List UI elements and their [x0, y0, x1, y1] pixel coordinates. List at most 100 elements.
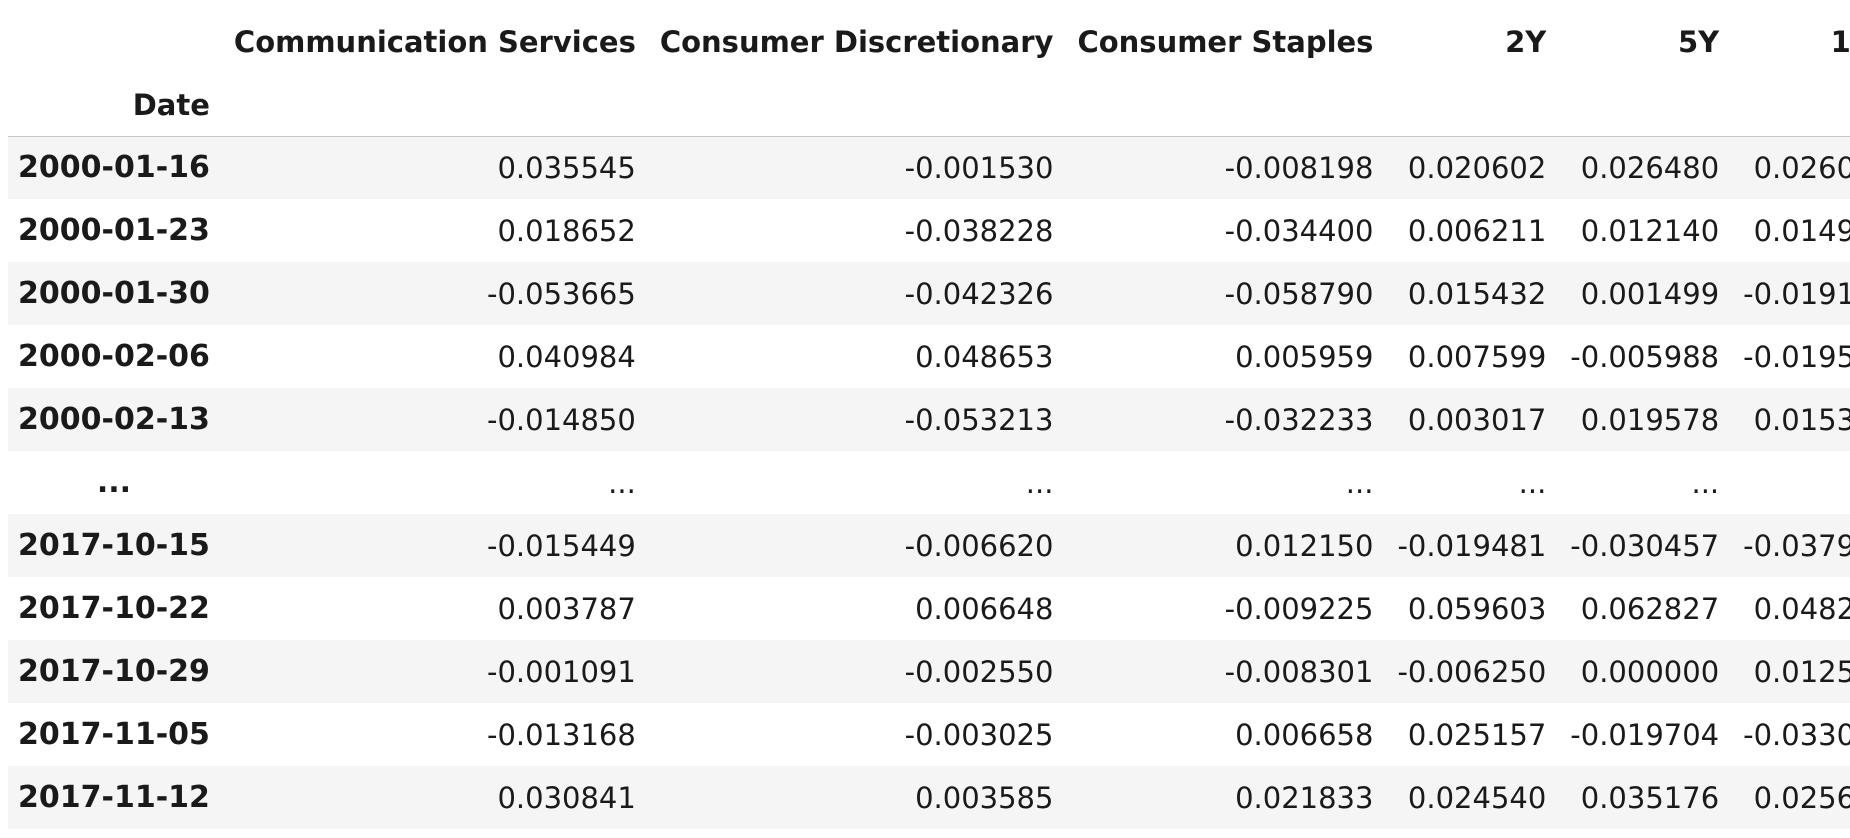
index-name-header: Date — [8, 74, 224, 137]
table-cell: -0.033058 — [1743, 717, 1850, 752]
column-header: 2Y — [1505, 25, 1547, 59]
table-cell: 0.040984 — [497, 339, 636, 374]
row-index-date: ... — [96, 465, 132, 500]
table-cell: 0.062827 — [1580, 591, 1720, 626]
row-index-date: 2000-01-23 — [18, 213, 210, 248]
table-cell: ... — [1691, 465, 1720, 500]
table-cell: -0.053665 — [486, 276, 636, 311]
row-index-date: 2017-10-29 — [18, 654, 210, 689]
table-cell: -0.019146 — [1743, 276, 1850, 311]
table-row: 2017-11-12 0.030841 0.003585 0.021833 0.0245… — [8, 766, 1850, 829]
table-cell: 0.001499 — [1580, 276, 1720, 311]
table-cell: 0.059603 — [1407, 591, 1547, 626]
table-cell: ... — [1733, 451, 1850, 514]
table-body: 2000-01-16 0.035545 -0.001530 -0.008198 0.02… — [8, 136, 1850, 829]
table-cell: 0.006211 — [1407, 213, 1547, 248]
table-row: 2017-10-22 0.003787 0.006648 -0.009225 0.059… — [8, 577, 1850, 640]
table-row: 2000-02-06 0.040984 0.048653 0.005959 0.0075… — [8, 325, 1850, 388]
table-cell: 0.048246 — [1753, 591, 1850, 626]
table-cell: -0.005988 — [1570, 339, 1720, 374]
index-name-row: Date — [8, 74, 1850, 137]
table-cell: -0.008198 — [1224, 150, 1374, 185]
table-row: 2000-01-23 0.018652 -0.038228 -0.034400 0.00… — [8, 199, 1850, 262]
table-cell: ... — [1345, 465, 1374, 500]
table-cell: -0.013168 — [486, 717, 636, 752]
empty-header-cell — [223, 74, 650, 137]
table-cell: -0.006250 — [1397, 654, 1547, 689]
table-cell: -0.032233 — [1224, 402, 1374, 437]
row-index-date: 2017-11-12 — [18, 780, 210, 815]
column-header-row: Communication Services Consumer Discreti… — [8, 10, 1850, 74]
column-header: 10Y — [1830, 25, 1850, 59]
table-row: 2017-10-29 -0.001091 -0.002550 -0.008301 -0.… — [8, 640, 1850, 703]
column-header: Consumer Discretionary — [659, 25, 1054, 59]
table-cell: 0.035545 — [497, 150, 636, 185]
table-cell: -0.034400 — [1224, 213, 1374, 248]
table-cell: 0.007599 — [1407, 339, 1547, 374]
table-cell: 0.003017 — [1407, 402, 1547, 437]
table-cell: 0.019578 — [1580, 402, 1720, 437]
table-cell: 0.021833 — [1235, 780, 1374, 815]
table-cell: -0.030457 — [1570, 528, 1720, 563]
table-cell: 0.020602 — [1407, 150, 1547, 185]
ellipsis-row: ..................... — [8, 451, 1850, 514]
column-header: 5Y — [1677, 25, 1720, 59]
table-cell: -0.008301 — [1224, 654, 1374, 689]
table-cell: 0.012552 — [1753, 654, 1850, 689]
dataframe-table: Communication Services Consumer Discreti… — [8, 10, 1850, 829]
row-index-date: 2017-11-05 — [18, 717, 210, 752]
table-cell: 0.012140 — [1580, 213, 1720, 248]
row-index-date: 2000-01-16 — [18, 150, 210, 186]
table-row: 2017-11-05 -0.013168 -0.003025 0.006658 0.02… — [8, 703, 1850, 766]
table-cell: 0.000000 — [1580, 654, 1720, 689]
row-index-date: 2017-10-15 — [18, 528, 210, 563]
table-cell: -0.058790 — [1224, 276, 1374, 311]
table-cell: -0.002550 — [904, 654, 1054, 689]
table-cell: -0.001530 — [904, 150, 1054, 185]
empty-header-cell — [1387, 74, 1561, 137]
table-cell: 0.014948 — [1753, 213, 1850, 248]
table-cell: 0.025641 — [1753, 780, 1850, 815]
table-cell: ... — [1518, 465, 1547, 500]
table-cell: 0.018652 — [497, 213, 636, 248]
table-cell: 0.006648 — [915, 591, 1054, 626]
table-cell: -0.053213 — [904, 402, 1054, 437]
table-cell: 0.012150 — [1235, 528, 1374, 563]
index-corner-cell — [8, 10, 224, 74]
table-cell: 0.024540 — [1407, 780, 1547, 815]
table-cell: -0.014850 — [486, 402, 636, 437]
table-cell: 0.030841 — [497, 780, 636, 815]
empty-header-cell — [1067, 74, 1388, 137]
table-row: 2000-01-30 -0.053665 -0.042326 -0.058790 0.0… — [8, 262, 1850, 325]
table-row: 2000-02-13 -0.014850 -0.053213 -0.032233 0.0… — [8, 388, 1850, 451]
table-cell: -0.015449 — [486, 528, 636, 563]
empty-header-cell — [649, 74, 1068, 137]
table-cell: 0.005959 — [1235, 339, 1374, 374]
table-cell: -0.019481 — [1397, 528, 1547, 563]
table-cell: ... — [1025, 465, 1054, 500]
row-index-date: 2000-01-30 — [18, 276, 210, 311]
table-cell: -0.037975 — [1743, 528, 1850, 563]
table-cell: -0.006620 — [904, 528, 1054, 563]
table-cell: 0.015432 — [1407, 276, 1547, 311]
table-cell: 0.025157 — [1407, 717, 1547, 752]
table-cell: 0.003787 — [497, 591, 636, 626]
table-cell: 0.006658 — [1235, 717, 1374, 752]
table-cell: -0.019704 — [1570, 717, 1720, 752]
table-cell: -0.042326 — [904, 276, 1054, 311]
table-cell: 0.026480 — [1580, 150, 1720, 185]
empty-header-cell — [1560, 74, 1734, 137]
row-index-date: 2000-02-13 — [18, 402, 210, 437]
table-cell: 0.003585 — [915, 780, 1054, 815]
column-header: Consumer Staples — [1077, 25, 1374, 59]
table-cell: ... — [608, 465, 636, 500]
table-cell: 0.035176 — [1580, 780, 1720, 815]
table-cell: 0.026074 — [1753, 150, 1850, 185]
empty-header-cell — [1733, 74, 1850, 137]
row-index-date: 2000-02-06 — [18, 339, 210, 374]
table-row: 2000-01-16 0.035545 -0.001530 -0.008198 0.02… — [8, 136, 1850, 199]
table-cell: -0.001091 — [486, 654, 636, 689]
table-cell: 0.048653 — [915, 339, 1054, 374]
